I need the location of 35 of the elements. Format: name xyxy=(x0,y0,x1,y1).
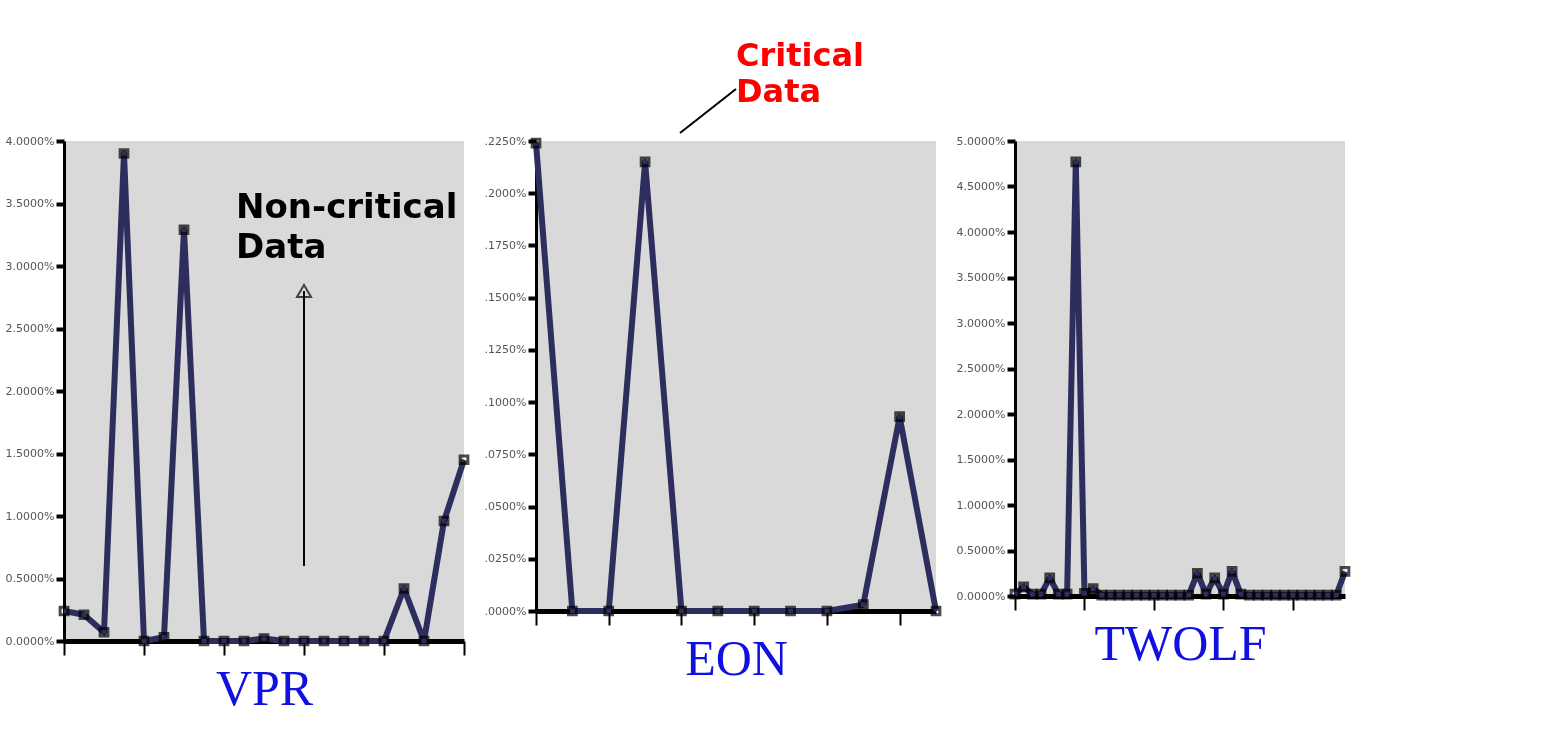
y-tick-label: 0.5000% xyxy=(956,544,1006,557)
y-tick-label: .0000% xyxy=(484,604,527,618)
y-tick-label: 2.5000% xyxy=(5,322,55,335)
y-tick-label: 1.0000% xyxy=(956,498,1006,512)
y-tick-label: 2.5000% xyxy=(956,362,1006,375)
x-axis-title: VPR xyxy=(215,659,314,716)
y-tick-label: .0250% xyxy=(484,552,527,566)
y-tick-label: 1.5000% xyxy=(956,453,1006,466)
x-axis-title: EON xyxy=(685,629,788,686)
y-tick-label: 4.0000% xyxy=(956,225,1006,239)
y-tick-label: 0.0000% xyxy=(956,589,1006,603)
annotation: Non-critical Data xyxy=(236,186,458,266)
y-tick-label: 4.5000% xyxy=(956,180,1006,193)
y-tick-label: .2250% xyxy=(484,134,527,148)
y-tick-label: 3.0000% xyxy=(5,259,55,273)
y-tick-label: .1500% xyxy=(484,291,527,305)
y-tick-label: 3.0000% xyxy=(956,316,1006,330)
y-tick-label: .0750% xyxy=(484,447,527,461)
y-tick-label: .1750% xyxy=(484,238,527,252)
y-tick-label: .1250% xyxy=(484,343,527,357)
text: Critical Data xyxy=(736,36,865,110)
y-tick-label: .0500% xyxy=(484,500,527,514)
y-tick-label: 3.5000% xyxy=(5,197,55,210)
y-tick-label: 2.0000% xyxy=(5,384,55,398)
y-tick-label: 5.0000% xyxy=(956,134,1006,148)
y-tick-label: 1.0000% xyxy=(5,509,55,523)
y-tick-label: 0.0000% xyxy=(5,634,55,648)
x-axis-title: TWOLF xyxy=(1094,614,1267,671)
y-tick-label: 1.5000% xyxy=(5,447,55,460)
y-tick-label: .2000% xyxy=(484,186,527,200)
y-tick-label: 4.0000% xyxy=(5,134,55,148)
y-tick-label: 2.0000% xyxy=(956,407,1006,421)
y-tick-label: 0.5000% xyxy=(5,572,55,585)
y-tick-label: .1000% xyxy=(484,395,527,409)
y-tick-label: 3.5000% xyxy=(956,271,1006,284)
